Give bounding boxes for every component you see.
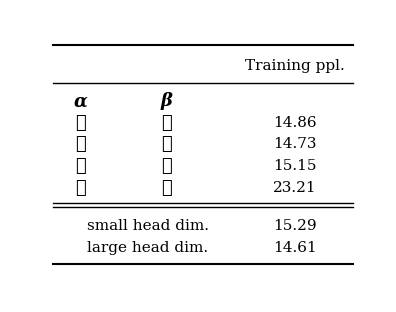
Text: ✓: ✓	[75, 114, 86, 132]
Text: 14.73: 14.73	[273, 137, 317, 151]
Text: ✗: ✗	[161, 135, 171, 153]
Text: ✓: ✓	[161, 157, 171, 175]
Text: large head dim.: large head dim.	[87, 241, 208, 255]
Text: 15.29: 15.29	[273, 219, 317, 233]
Text: 15.15: 15.15	[273, 159, 317, 173]
Text: 14.61: 14.61	[273, 241, 317, 255]
Text: β: β	[160, 92, 172, 110]
Text: ✗: ✗	[75, 157, 86, 175]
Text: ✓: ✓	[161, 114, 171, 132]
Text: small head dim.: small head dim.	[87, 219, 209, 233]
Text: Training ppl.: Training ppl.	[245, 59, 345, 73]
Text: ✗: ✗	[75, 178, 86, 197]
Text: ✗: ✗	[161, 178, 171, 197]
Text: α: α	[73, 92, 87, 110]
Text: 14.86: 14.86	[273, 116, 317, 130]
Text: 23.21: 23.21	[273, 181, 317, 195]
Text: ✓: ✓	[75, 135, 86, 153]
